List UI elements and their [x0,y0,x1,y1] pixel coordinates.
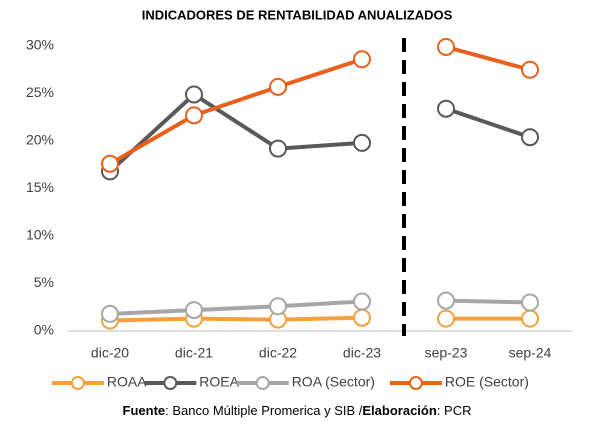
point [269,297,287,316]
series-line [445,106,531,140]
y-tick-label: 5% [34,274,54,290]
series-line [109,315,363,323]
point [269,77,287,96]
point [269,139,287,158]
point [353,308,371,327]
point [521,293,539,312]
legend-marker [408,376,423,390]
source-part: : PCR [437,403,472,418]
y-tick-label: 10% [26,227,54,243]
source-part: : Banco Múltiple Promerica y SIB / [165,403,363,418]
y-tick-label: 20% [26,132,54,148]
series-line [109,299,363,316]
series-line [445,45,531,72]
point [437,291,455,310]
point [185,106,203,125]
point [437,37,455,56]
source-note: Fuente: Banco Múltiple Promerica y SIB /… [123,403,472,418]
source-part: Elaboración [362,403,436,418]
source-part: Fuente [123,403,166,418]
legend-marker [70,376,85,390]
point [437,309,455,328]
point [521,309,539,328]
point [101,304,119,323]
series-line [445,298,531,305]
y-tick-label: 15% [26,179,54,195]
x-tick-label: dic-20 [91,345,129,361]
y-tick-label: 0% [34,322,54,338]
y-tick-label: 30% [26,37,54,53]
point [101,154,119,173]
x-tick-label: sep-24 [509,345,552,361]
point [185,85,203,104]
point [353,50,371,69]
x-tick-label: dic-21 [175,345,213,361]
y-tick-label: 25% [26,84,54,100]
legend-label: ROE (Sector) [445,374,529,390]
point [353,133,371,152]
series-line [108,92,363,173]
point [353,292,371,311]
point [437,99,455,118]
legend-label: ROAA [107,374,147,390]
legend-marker [163,376,178,390]
x-tick-label: dic-23 [343,345,381,361]
chart-title: INDICADORES DE RENTABILIDAD ANUALIZADOS [142,7,453,22]
legend-marker [255,376,270,390]
point [521,128,539,147]
legend-label: ROEA [199,374,239,390]
x-tick-label: dic-22 [259,345,297,361]
legend-label: ROA (Sector) [292,374,375,390]
x-tick-label: sep-23 [425,345,468,361]
point [185,301,203,320]
series-line [109,57,363,166]
point [521,60,539,79]
